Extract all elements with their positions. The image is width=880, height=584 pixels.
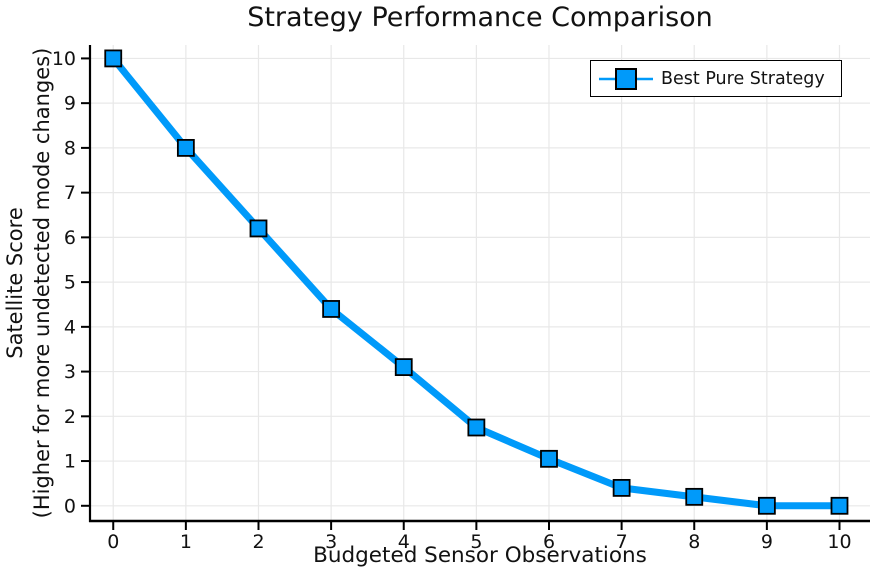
x-tick-label: 10 [827, 531, 851, 553]
x-tick-label: 7 [616, 531, 628, 553]
data-point-marker [757, 496, 776, 515]
data-point-marker [830, 496, 849, 515]
y-tick-label: 3 [64, 361, 76, 383]
y-tick-label: 0 [64, 495, 76, 517]
x-tick-label: 4 [398, 531, 410, 553]
data-point-marker [104, 49, 123, 68]
x-tick-label: 9 [761, 531, 773, 553]
x-tick-label: 0 [107, 531, 119, 553]
legend-marker-icon [599, 67, 653, 90]
data-point-marker [612, 478, 631, 497]
data-point-marker [322, 300, 341, 318]
y-tick-label: 2 [64, 406, 76, 428]
data-point-marker [394, 358, 413, 377]
x-tick-label: 2 [252, 531, 264, 553]
x-tick-label: 1 [180, 531, 192, 553]
legend-label: Best Pure Strategy [661, 68, 825, 89]
data-point-marker [540, 449, 558, 468]
chart-title: Strategy Performance Comparison [247, 2, 713, 33]
y-tick-label: 10 [52, 48, 76, 70]
y-tick-label: 4 [64, 316, 76, 338]
x-tick-label: 6 [543, 531, 555, 553]
data-point-marker [176, 138, 195, 157]
x-tick-label: 5 [470, 531, 482, 553]
legend: Best Pure Strategy [590, 60, 842, 97]
x-tick-label: 8 [688, 531, 700, 553]
y-tick-label: 1 [64, 451, 76, 473]
y-tick-label: 7 [64, 182, 76, 204]
data-point-marker [685, 487, 704, 506]
y-tick-label: 8 [64, 137, 76, 159]
y-tick-label: 6 [64, 227, 76, 249]
data-point-marker [249, 219, 268, 238]
data-point-marker [467, 418, 486, 437]
y-tick-label: 5 [64, 272, 76, 294]
x-axis-label: Budgeted Sensor Observations [313, 543, 647, 568]
x-tick-label: 3 [325, 531, 337, 553]
y-tick-label: 9 [64, 93, 76, 115]
